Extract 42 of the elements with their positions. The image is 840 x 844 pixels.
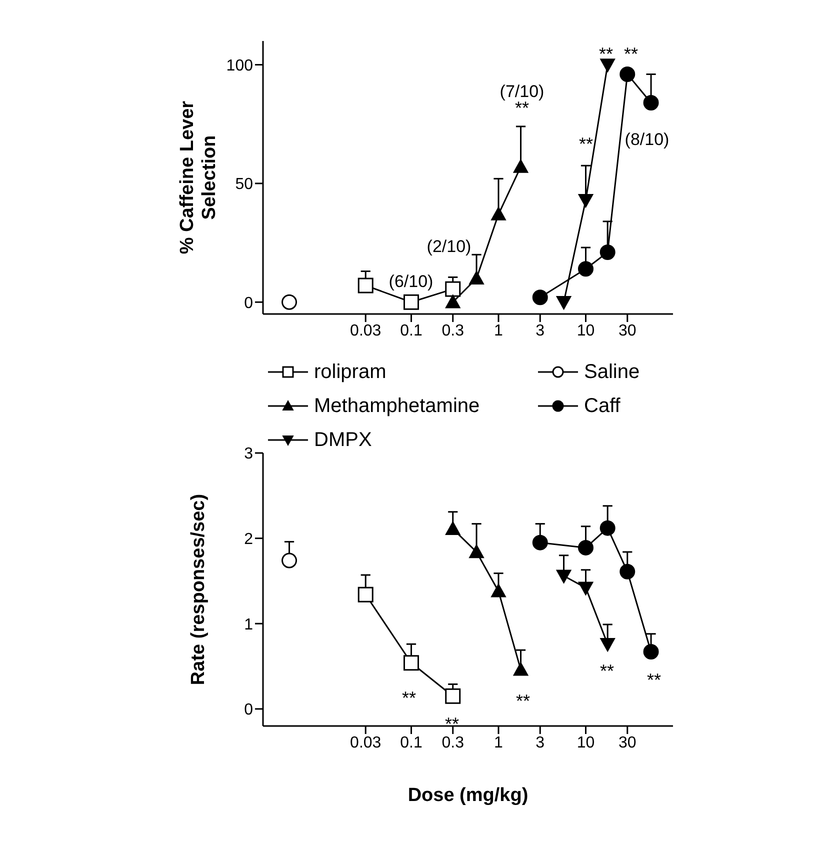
y-axis-title: % Caffeine Lever Selection	[177, 100, 220, 254]
x-tick-label: 10	[576, 734, 595, 752]
annotation: **	[514, 98, 530, 118]
x-tick-label: 3	[536, 322, 545, 340]
annotation: **	[600, 661, 614, 681]
x-tick-label: 30	[618, 322, 636, 340]
x-axis-title: Dose (mg/kg)	[408, 785, 528, 806]
annotation: **	[402, 688, 416, 708]
y-tick-label: 0	[244, 702, 254, 719]
x-tick-label: 0.3	[442, 734, 464, 752]
annotation: (2/10)	[426, 237, 472, 256]
y-tick-label: 0	[244, 294, 254, 312]
x-tick-label: 0.03	[350, 734, 382, 752]
legend-label: Methamphetamine	[314, 394, 480, 418]
x-tick-label: 10	[576, 322, 595, 340]
x-tick-label: 0.03	[350, 322, 382, 340]
y-tick-label: 50	[235, 176, 254, 194]
x-tick-label: 0.3	[442, 322, 464, 340]
annotation: **	[624, 44, 638, 64]
y-tick-label: 100	[226, 57, 254, 74]
annotation: (6/10)	[388, 272, 434, 291]
x-tick-label: 0.1	[400, 734, 422, 752]
y-tick-label: 2	[244, 530, 254, 548]
y-tick-label: 3	[244, 446, 254, 463]
y-axis-title: Rate (responses/sec)	[188, 494, 209, 686]
annotation: (8/10)	[624, 130, 670, 149]
legend-label: DMPX	[314, 428, 372, 452]
annotation: (7/10)	[500, 82, 544, 101]
x-tick-label: 0.1	[400, 322, 422, 340]
x-tick-label: 3	[536, 734, 545, 752]
legend-label: Saline	[584, 360, 640, 384]
x-tick-label: 30	[618, 734, 636, 752]
legend-label: rolipram	[314, 360, 386, 384]
annotation: **	[598, 44, 614, 64]
legend-label: Caff	[584, 394, 620, 418]
annotation: **	[646, 670, 662, 690]
annotation: **	[578, 134, 594, 154]
annotation: **	[516, 691, 530, 711]
annotation: **	[444, 714, 460, 734]
y-tick-label: 1	[244, 616, 254, 634]
x-tick-label: 1	[494, 322, 504, 340]
x-tick-label: 1	[494, 734, 504, 752]
